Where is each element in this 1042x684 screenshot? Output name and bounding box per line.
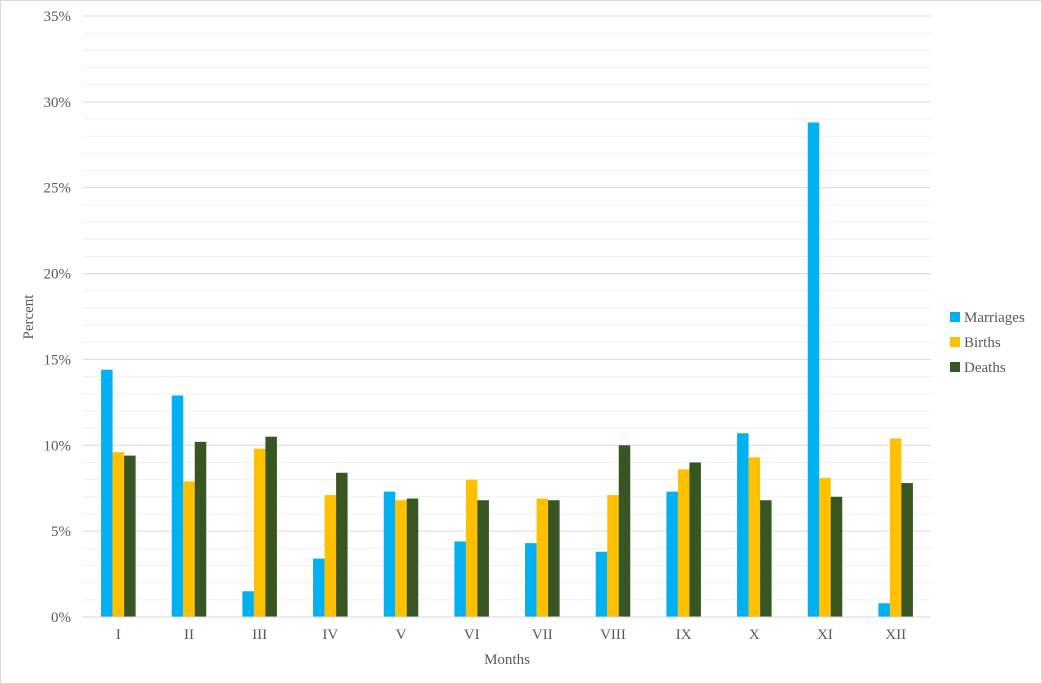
x-tick-label: VI bbox=[464, 627, 480, 643]
bar-marriages-i bbox=[101, 369, 113, 617]
bar-births-xii bbox=[889, 438, 902, 617]
bar-births-viii bbox=[607, 495, 619, 617]
y-tick-label: 35% bbox=[44, 9, 72, 25]
x-tick-label: III bbox=[252, 627, 267, 643]
legend: Marriages Births Deaths bbox=[950, 310, 1025, 376]
bar-marriages-xii bbox=[878, 603, 890, 617]
legend-label-deaths: Deaths bbox=[964, 360, 1006, 376]
x-tick-label: VII bbox=[532, 627, 553, 643]
legend-swatch-marriages bbox=[950, 312, 960, 322]
bar-marriages-x bbox=[737, 433, 749, 617]
y-tick-label: 15% bbox=[44, 352, 72, 368]
bar-births-vi bbox=[465, 479, 478, 617]
y-axis-title: Percent bbox=[21, 294, 37, 340]
bar-deaths-xi bbox=[830, 496, 843, 617]
legend-label-births: Births bbox=[964, 335, 1001, 351]
bar-births-ix bbox=[677, 469, 690, 617]
bar-marriages-iv bbox=[313, 558, 325, 617]
bar-births-xi bbox=[819, 477, 831, 617]
bar-births-v bbox=[395, 500, 407, 617]
bar-marriages-ii bbox=[171, 395, 184, 617]
bar-births-iv bbox=[324, 495, 337, 617]
x-tick-label: IV bbox=[322, 627, 338, 643]
bar-deaths-ix bbox=[689, 462, 701, 617]
x-tick-label: IX bbox=[676, 627, 692, 643]
bar-marriages-vii bbox=[525, 543, 537, 617]
legend-swatch-deaths bbox=[950, 362, 960, 372]
legend-swatch-births bbox=[950, 337, 960, 347]
bar-deaths-iii bbox=[265, 436, 277, 617]
bar-deaths-vii bbox=[548, 500, 560, 617]
x-tick-label: II bbox=[184, 627, 194, 643]
gridlines bbox=[83, 15, 931, 601]
legend-label-marriages: Marriages bbox=[964, 310, 1025, 326]
y-tick-label: 10% bbox=[44, 438, 72, 454]
bar-marriages-vi bbox=[454, 541, 466, 617]
bar-deaths-iv bbox=[336, 472, 348, 617]
x-tick-label: XI bbox=[817, 627, 833, 643]
y-tick-label: 5% bbox=[51, 524, 71, 540]
x-tick-label: X bbox=[749, 627, 760, 643]
bar-births-ii bbox=[183, 481, 195, 617]
bar-deaths-x bbox=[760, 500, 772, 617]
bars bbox=[101, 122, 913, 617]
x-tick-label: XII bbox=[885, 627, 906, 643]
y-tick-label: 0% bbox=[51, 610, 71, 626]
bar-deaths-i bbox=[124, 455, 136, 617]
y-tick-label: 25% bbox=[44, 181, 72, 197]
bar-deaths-viii bbox=[618, 445, 631, 617]
x-axis-title: Months bbox=[484, 652, 530, 668]
x-tick-label: VIII bbox=[600, 627, 626, 643]
bar-deaths-ii bbox=[194, 441, 207, 617]
bar-marriages-v bbox=[383, 491, 396, 617]
bar-marriages-xi bbox=[807, 122, 820, 617]
bar-deaths-v bbox=[406, 498, 419, 617]
y-tick-labels: 0% 5% 10% 15% 20% 25% 30% 35% bbox=[44, 9, 72, 626]
x-tick-labels: I II III IV V VI VII VIII IX X XI XII bbox=[116, 627, 906, 643]
bar-births-x bbox=[748, 457, 761, 617]
x-tick-label: I bbox=[116, 627, 121, 643]
bar-births-i bbox=[112, 452, 125, 617]
bar-deaths-vi bbox=[477, 500, 489, 617]
bar-births-vii bbox=[536, 498, 549, 617]
y-tick-label: 20% bbox=[44, 267, 72, 283]
bar-deaths-xii bbox=[901, 483, 913, 617]
x-tick-label: V bbox=[396, 627, 407, 643]
bar-births-iii bbox=[253, 448, 266, 617]
bar-marriages-iii bbox=[242, 591, 254, 617]
bar-marriages-ix bbox=[666, 491, 678, 617]
bar-marriages-viii bbox=[595, 551, 608, 617]
y-tick-label: 30% bbox=[44, 95, 72, 111]
